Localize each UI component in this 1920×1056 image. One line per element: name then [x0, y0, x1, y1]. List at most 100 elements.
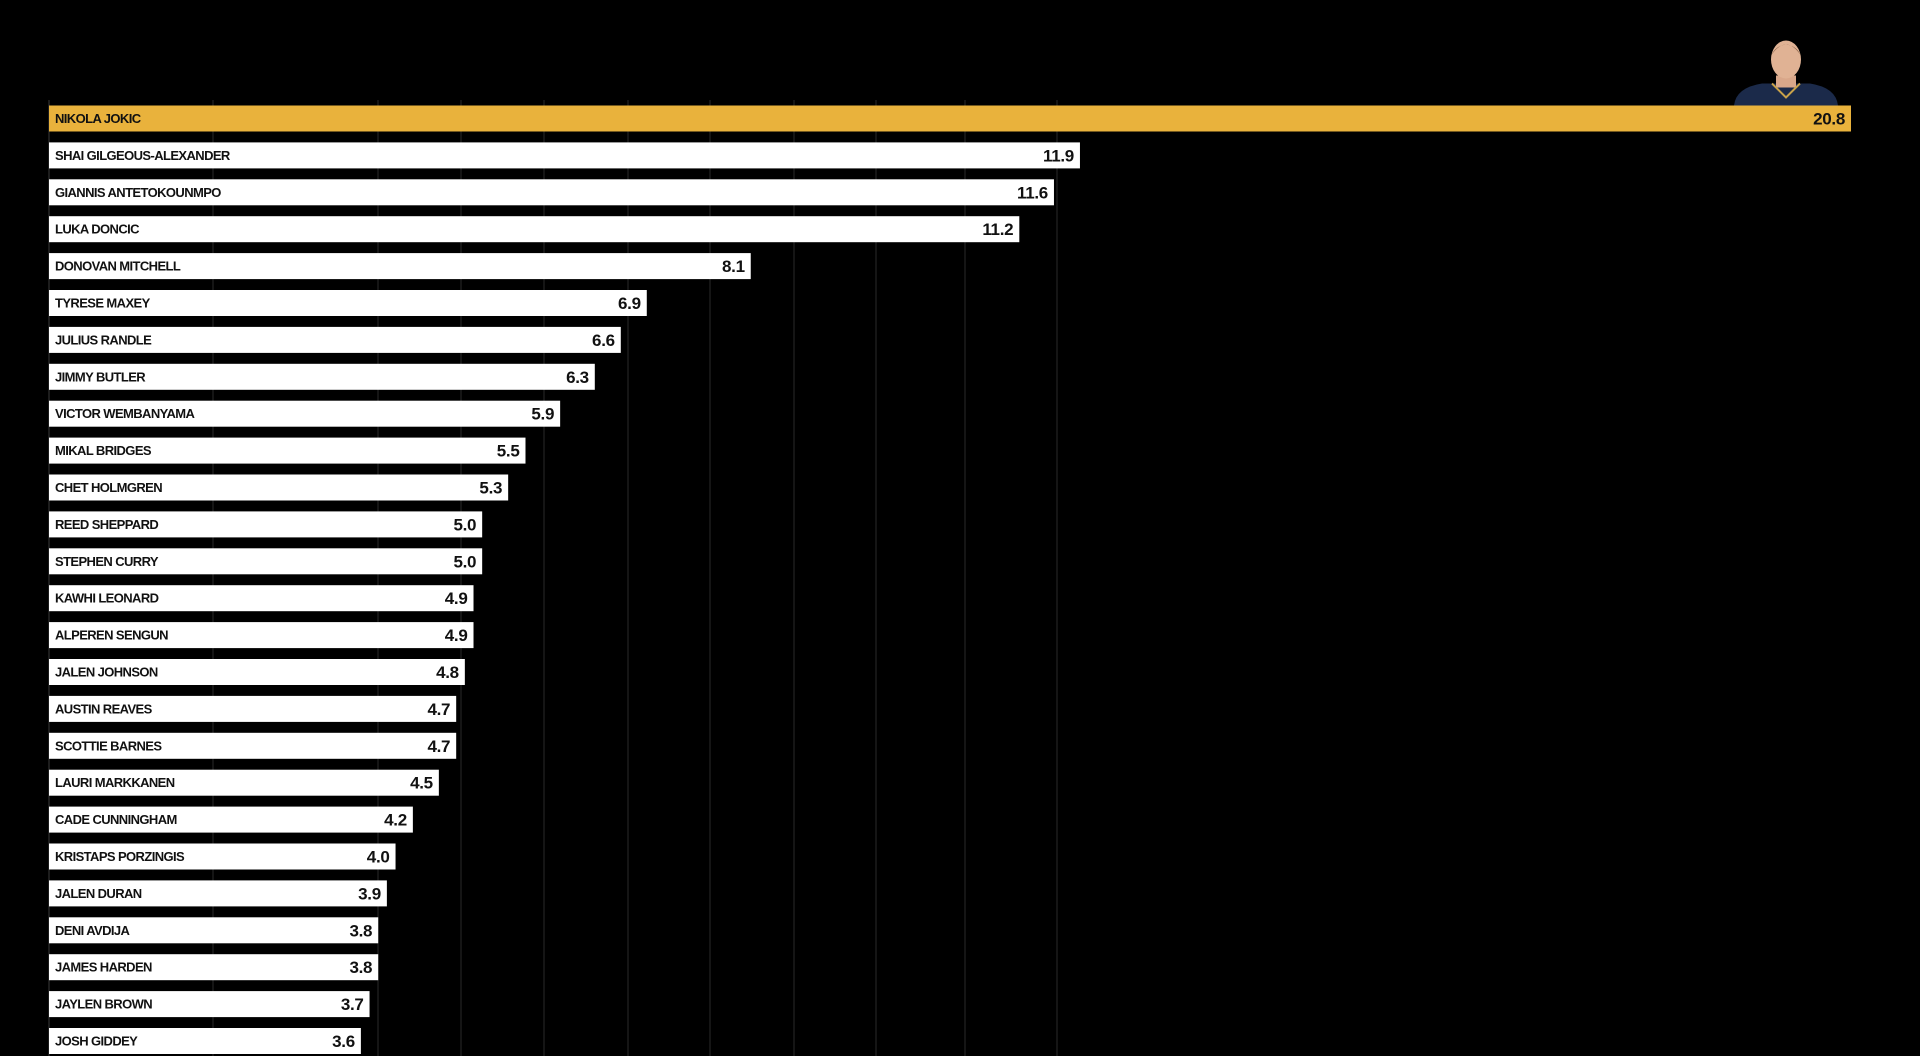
bar-category-label: NIKOLA JOKIC [55, 111, 142, 126]
bar-value-label: 5.3 [479, 479, 502, 498]
bar-category-label: VICTOR WEMBANYAMA [55, 406, 196, 421]
bar-row: CADE CUNNINGHAM 4.2 [49, 806, 413, 833]
bar-value-label: 11.9 [1043, 146, 1074, 165]
bar-row: JALEN DURAN 3.9 [49, 880, 387, 907]
bar-value-label: 8.1 [722, 257, 745, 276]
bar-row: NIKOLA JOKIC 20.8 [49, 105, 1851, 132]
bar [49, 843, 396, 870]
bar-value-label: 11.2 [982, 220, 1013, 239]
bar-value-label: 3.7 [341, 995, 364, 1014]
bar-category-label: JALEN DURAN [55, 886, 142, 901]
bar-value-label: 4.9 [445, 626, 468, 645]
bar-category-label: KAWHI LEONARD [55, 591, 159, 606]
bar-row: KRISTAPS PORZINGIS 4.0 [49, 843, 396, 870]
bar-value-label: 3.8 [349, 958, 372, 977]
bar-category-label: DONOVAN MITCHELL [55, 259, 181, 274]
bar [49, 216, 1020, 243]
bar-value-label: 6.9 [618, 294, 641, 313]
bar-value-label: 4.2 [384, 811, 407, 830]
bar-row: ALPEREN SENGUN 4.9 [49, 622, 474, 649]
bar-value-label: 4.7 [427, 737, 450, 756]
bar [49, 769, 439, 796]
bar-row: JALEN JOHNSON 4.8 [49, 659, 465, 685]
bar [49, 1028, 361, 1054]
bar-value-label: 4.5 [410, 774, 433, 793]
bar [49, 806, 413, 833]
bar [49, 917, 379, 944]
bar-value-label: 6.3 [566, 368, 589, 387]
bar-category-label: SCOTTIE BARNES [55, 738, 162, 753]
bar [49, 991, 370, 1018]
bar-category-label: CHET HOLMGREN [55, 480, 162, 495]
bar-category-label: TYRESE MAXEY [55, 296, 151, 311]
bar-category-label: JOSH GIDDEY [55, 1034, 138, 1049]
bar-category-label: SHAI GILGEOUS-ALEXANDER [55, 148, 231, 163]
bar-value-label: 5.0 [453, 552, 476, 571]
bar-row: LAURI MARKKANEN 4.5 [49, 769, 439, 796]
bar [49, 105, 1851, 132]
bar-row: GIANNIS ANTETOKOUNMPO 11.6 [49, 179, 1054, 206]
gridlines [48, 100, 1058, 1056]
bar [49, 732, 457, 759]
highlight-icon-layer [1734, 40, 1838, 106]
bar-row: TYRESE MAXEY 6.9 [49, 290, 647, 316]
bar [49, 400, 561, 427]
bar-row: VICTOR WEMBANYAMA 5.9 [49, 400, 561, 427]
bar-row: MIKAL BRIDGES 5.5 [49, 437, 526, 464]
bar [49, 695, 457, 722]
bar-category-label: STEPHEN CURRY [55, 554, 159, 569]
bar-value-label: 4.0 [367, 848, 390, 867]
bar-category-label: LAURI MARKKANEN [55, 775, 175, 790]
bar-value-label: 6.6 [592, 331, 615, 350]
bar [49, 548, 483, 575]
bar-row: KAWHI LEONARD 4.9 [49, 585, 474, 612]
bar-row: SCOTTIE BARNES 4.7 [49, 732, 457, 759]
bar-row: AUSTIN REAVES 4.7 [49, 695, 457, 722]
bar-row: CHET HOLMGREN 5.3 [49, 474, 509, 501]
bar-category-label: JAMES HARDEN [55, 960, 152, 975]
player-headshot-icon [1734, 40, 1838, 106]
bar-category-label: DENI AVDIJA [55, 923, 131, 938]
bar-value-label: 3.9 [358, 884, 381, 903]
bar-category-label: JAYLEN BROWN [55, 997, 152, 1012]
bar [49, 290, 647, 316]
bar [49, 622, 474, 649]
bar-value-label: 20.8 [1813, 110, 1845, 129]
bar-row: REED SHEPPARD 5.0 [49, 511, 483, 538]
bar-value-label: 4.9 [445, 589, 468, 608]
bar-category-label: JULIUS RANDLE [55, 332, 152, 347]
bar [49, 326, 621, 353]
bar-value-label: 5.0 [453, 515, 476, 534]
bar-category-label: CADE CUNNINGHAM [55, 812, 177, 827]
bar-category-label: ALPEREN SENGUN [55, 628, 168, 643]
bar-value-label: 5.5 [497, 442, 520, 461]
bar [49, 511, 483, 538]
bar-row: DENI AVDIJA 3.8 [49, 917, 379, 944]
bar-row: JOSH GIDDEY 3.6 [49, 1028, 361, 1054]
bar-category-label: MIKAL BRIDGES [55, 443, 152, 458]
bar-value-label: 4.8 [436, 663, 459, 682]
bar-category-label: REED SHEPPARD [55, 517, 158, 532]
bar [49, 363, 595, 390]
bar [49, 474, 509, 501]
bars: NIKOLA JOKIC 20.8 SHAI GILGEOUS-ALEXANDER 1… [49, 105, 1851, 1054]
bar-row: LUKA DONCIC 11.2 [49, 216, 1020, 243]
bar-row: SHAI GILGEOUS-ALEXANDER 11.9 [49, 142, 1080, 169]
bar-category-label: AUSTIN REAVES [55, 701, 153, 716]
bar-value-label: 4.7 [427, 700, 450, 719]
bar-category-label: JIMMY BUTLER [55, 369, 146, 384]
bar [49, 437, 526, 464]
bar [49, 179, 1054, 206]
bar [49, 585, 474, 612]
bar-row: JAYLEN BROWN 3.7 [49, 991, 370, 1018]
bar-category-label: KRISTAPS PORZINGIS [55, 849, 185, 864]
bar-category-label: LUKA DONCIC [55, 222, 140, 237]
bar-value-label: 5.9 [531, 405, 554, 424]
bar-value-label: 11.6 [1017, 183, 1048, 202]
bar-category-label: GIANNIS ANTETOKOUNMPO [55, 185, 221, 200]
bar-row: JIMMY BUTLER 6.3 [49, 363, 595, 390]
bar [49, 880, 387, 907]
bar [49, 253, 751, 280]
